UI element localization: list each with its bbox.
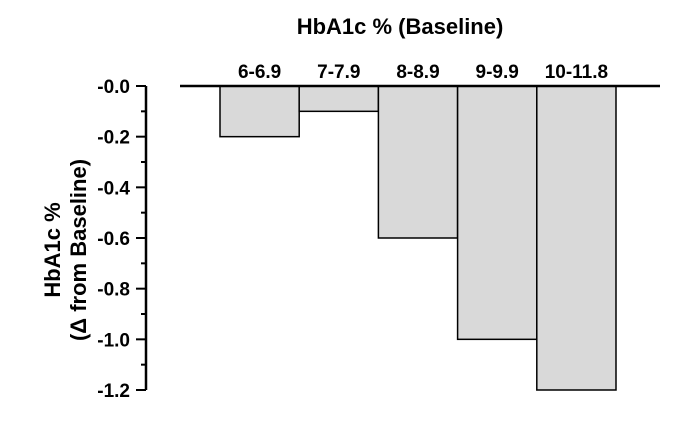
y-axis-label-line2: (Δ from Baseline)	[66, 159, 91, 341]
category-label: 6-6.9	[238, 62, 281, 83]
y-axis-label: HbA1c % (Δ from Baseline)	[40, 159, 91, 341]
bar-10-11.8	[536, 85, 617, 391]
category-label: 8-8.9	[396, 62, 439, 83]
chart-title: HbA1c % (Baseline)	[297, 14, 504, 39]
category-label: 9-9.9	[476, 62, 519, 83]
y-tick-label: -0.8	[97, 280, 130, 301]
y-tick-label: -1.0	[97, 330, 130, 351]
y-axis: -0.0 -0.2 -0.4 -0.6 -0.8 -1.0 -1.2	[97, 77, 148, 402]
y-tick-label: -1.2	[97, 381, 130, 402]
category-labels: 6-6.9 7-7.9 8-8.9 9-9.9 10-11.8	[238, 62, 608, 83]
bar-6-6.9	[219, 85, 300, 138]
y-tick-label: -0.2	[97, 128, 130, 149]
bars-group	[219, 85, 617, 391]
bar-7-7.9	[298, 85, 380, 113]
y-tick-label: -0.6	[97, 229, 130, 250]
y-tick-label: -0.4	[97, 178, 130, 199]
y-axis-label-line1: HbA1c %	[40, 202, 65, 297]
y-tick-label: -0.0	[97, 77, 130, 98]
bar-8-8.9	[377, 85, 459, 239]
category-label: 7-7.9	[317, 62, 360, 83]
bar-9-9.9	[456, 85, 538, 341]
category-label: 10-11.8	[545, 62, 608, 83]
